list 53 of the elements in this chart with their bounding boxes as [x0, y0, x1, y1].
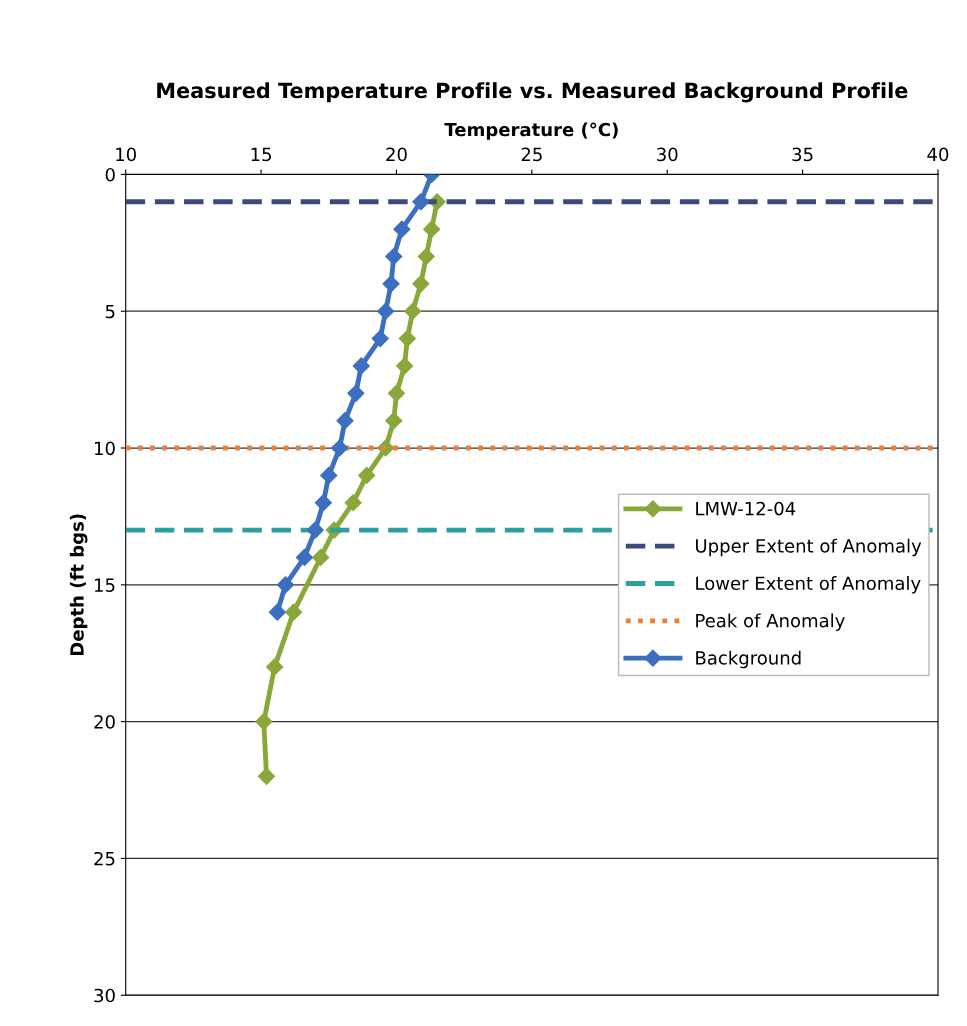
y-axis-title: Depth (ft bgs) — [69, 514, 88, 656]
point — [314, 494, 332, 512]
x-tick-label: 25 — [521, 147, 542, 162]
point — [371, 330, 389, 348]
point — [412, 193, 430, 211]
y-tick-label: 10 — [95, 441, 115, 456]
x-tick-label: 30 — [657, 147, 678, 162]
point — [398, 330, 416, 348]
point — [320, 466, 338, 484]
point — [312, 548, 330, 567]
point — [295, 548, 313, 567]
point — [352, 357, 370, 375]
y-tick-label: 15 — [95, 578, 115, 592]
chart-title: Measured Temperature Profile vs. Measured Background Profile — [157, 82, 908, 103]
point — [358, 466, 376, 484]
point — [412, 275, 430, 293]
point — [423, 220, 441, 238]
point — [255, 713, 273, 731]
legend-label: Lower Extent of Anomaly — [696, 576, 921, 594]
point — [285, 603, 303, 621]
point — [417, 247, 435, 266]
y-tick-label: 20 — [94, 715, 115, 729]
point — [347, 384, 365, 402]
legend-label: Peak of Anomaly — [696, 613, 845, 631]
y-tick-label: 0 — [105, 167, 115, 182]
point — [268, 603, 286, 621]
point — [344, 494, 362, 512]
point — [396, 357, 414, 375]
point — [276, 576, 295, 594]
x-tick-label: 35 — [792, 147, 813, 162]
x-tick-label: 10 — [116, 147, 136, 162]
point — [387, 384, 406, 402]
point — [382, 275, 400, 293]
legend-label: Background — [696, 650, 801, 669]
y-tick-label: 25 — [94, 851, 115, 866]
point — [404, 302, 422, 320]
point — [385, 412, 403, 430]
point — [257, 767, 276, 785]
point — [331, 439, 349, 457]
legend-label: Upper Extent of Anomaly — [696, 538, 922, 557]
point — [385, 247, 403, 266]
x-tick-label: 15 — [251, 147, 271, 162]
y-tick-label: 5 — [105, 304, 115, 319]
legend-label: LMW-12-04 — [696, 501, 796, 516]
point — [266, 658, 284, 676]
point — [393, 220, 411, 238]
x-tick-label: 20 — [386, 147, 407, 162]
point — [306, 521, 324, 539]
point — [336, 412, 354, 430]
x-axis-title: Temperature (°C) — [444, 122, 618, 140]
point — [377, 302, 395, 320]
y-tick-label: 30 — [94, 988, 115, 1003]
x-tick-label: 40 — [927, 147, 949, 162]
